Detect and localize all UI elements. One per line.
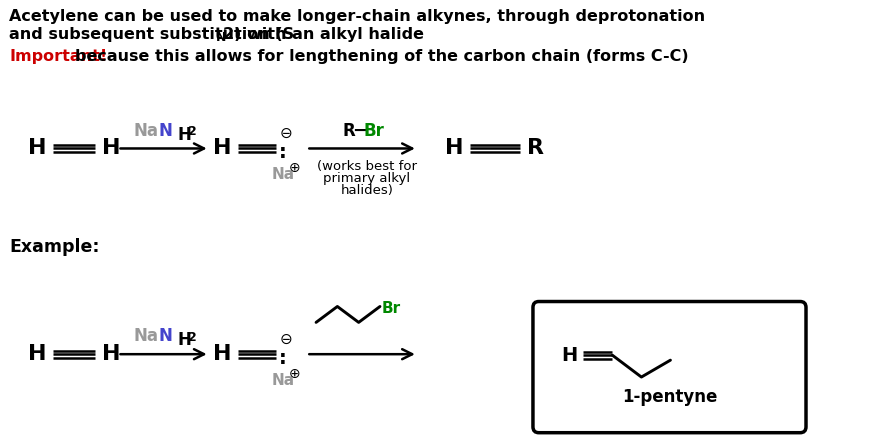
Text: R: R xyxy=(342,121,355,140)
Text: H: H xyxy=(213,138,232,159)
Text: H: H xyxy=(445,138,464,159)
Text: ⊕: ⊕ xyxy=(289,161,301,175)
Text: H: H xyxy=(101,138,120,159)
Text: H: H xyxy=(177,331,191,349)
Text: R: R xyxy=(527,138,545,159)
Text: :: : xyxy=(280,143,287,162)
Text: ⊖: ⊖ xyxy=(280,126,292,141)
Text: H: H xyxy=(562,346,578,365)
Text: (works best for: (works best for xyxy=(317,160,417,173)
Text: H: H xyxy=(28,344,46,364)
Text: 2: 2 xyxy=(188,125,197,138)
Text: N: N xyxy=(158,121,172,140)
Text: Example:: Example: xyxy=(9,238,100,256)
Text: H: H xyxy=(177,125,191,143)
Text: N: N xyxy=(217,31,226,44)
Text: :: : xyxy=(280,349,287,368)
Text: H: H xyxy=(28,138,46,159)
Text: ⊖: ⊖ xyxy=(280,332,292,347)
Text: Na: Na xyxy=(272,167,295,182)
Text: and subsequent substitution (S: and subsequent substitution (S xyxy=(9,27,295,42)
Text: because this allows for lengthening of the carbon chain (forms C-C): because this allows for lengthening of t… xyxy=(75,49,689,64)
Text: Br: Br xyxy=(364,121,384,140)
Text: Acetylene can be used to make longer-chain alkynes, through deprotonation: Acetylene can be used to make longer-cha… xyxy=(9,9,705,24)
Text: 2: 2 xyxy=(188,331,197,344)
Text: primary alkyl: primary alkyl xyxy=(323,172,411,185)
FancyBboxPatch shape xyxy=(533,302,806,433)
Text: Br: Br xyxy=(382,301,401,316)
Text: H: H xyxy=(213,344,232,364)
Text: halides): halides) xyxy=(341,184,393,197)
Text: Na: Na xyxy=(272,373,295,388)
Text: Na: Na xyxy=(134,327,159,345)
Text: −: − xyxy=(352,121,368,140)
Text: H: H xyxy=(101,344,120,364)
Text: N: N xyxy=(158,327,172,345)
Text: Na: Na xyxy=(134,121,159,140)
Text: ⊕: ⊕ xyxy=(289,367,301,381)
Text: 2) with an alkyl halide: 2) with an alkyl halide xyxy=(223,27,424,42)
Text: 1-pentyne: 1-pentyne xyxy=(621,388,718,406)
Text: Important!: Important! xyxy=(9,49,108,64)
